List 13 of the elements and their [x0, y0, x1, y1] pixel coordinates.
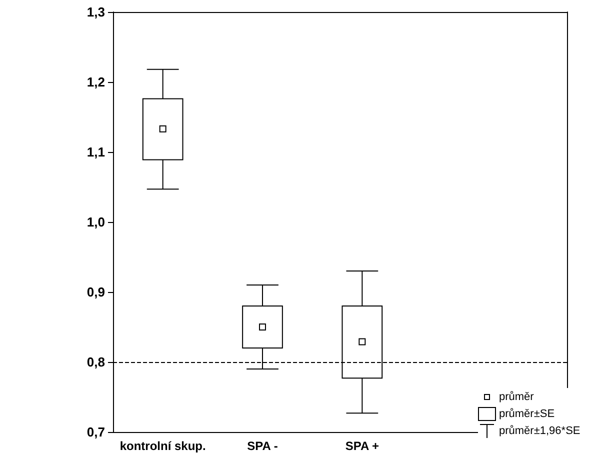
text: průměr±SE [499, 408, 555, 420]
y-tick-label: 1,3 [86, 4, 105, 20]
y-tick-label: 1,2 [86, 74, 105, 90]
x-tick-label: SPA - [247, 439, 278, 453]
text: průměr [499, 390, 534, 402]
y-tick-label: 1,0 [86, 214, 105, 230]
x-tick-label: kontrolní skup. [120, 439, 206, 453]
x-tick-label: SPA + [345, 439, 380, 453]
y-tick-label: 1,1 [86, 144, 105, 160]
y-tick-label: 0,9 [86, 284, 105, 300]
text: průměr±1,96*SE [499, 424, 580, 436]
y-tick-label: 0,7 [86, 424, 105, 440]
y-tick-label: 0,8 [86, 354, 105, 370]
